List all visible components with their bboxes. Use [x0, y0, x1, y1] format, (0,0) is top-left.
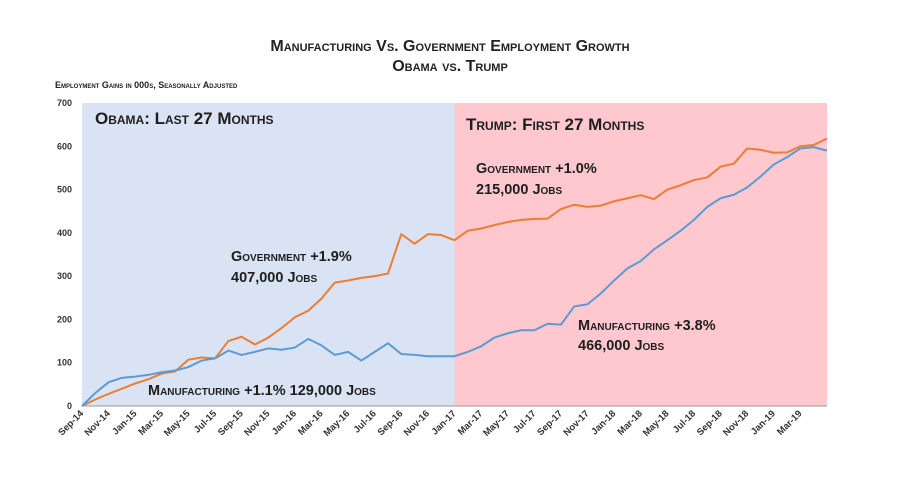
x-tick-label: Sep-17: [535, 408, 565, 438]
y-tick-label: 400: [57, 228, 72, 238]
chart-title: Manufacturing Vs. Government Employment …: [270, 38, 630, 55]
x-tick-label: Sep-15: [216, 408, 246, 438]
gov-obama-jobs: 407,000 Jobs: [231, 270, 318, 286]
gov-trump-annotation: Government +1.0%: [476, 161, 597, 177]
y-tick-label: 100: [57, 358, 72, 368]
obama-panel-label: Obama: Last 27 Months: [95, 109, 274, 128]
mfg-trump-jobs: 466,000 Jobs: [578, 338, 665, 354]
mfg-trump-annotation: Manufacturing +3.8%: [578, 318, 716, 334]
x-tick-label: May-16: [322, 408, 353, 439]
y-tick-label: 0: [67, 401, 72, 411]
x-tick-label: Jul-18: [671, 408, 698, 435]
x-tick-label: Nov-15: [242, 408, 273, 439]
manufacturing-series-line: [81, 146, 828, 407]
x-tick-label: Nov-16: [402, 408, 432, 438]
x-tick-label: Nov-17: [561, 408, 591, 438]
x-tick-label: Jan-18: [589, 408, 618, 437]
government-series-line: [81, 137, 828, 407]
gov-obama-annotation: Government +1.9%: [231, 249, 352, 265]
series-lines: [81, 137, 828, 407]
x-tick-label: Jul-15: [192, 408, 220, 436]
chart-subtitle: Obama vs. Trump: [392, 58, 508, 75]
y-tick-label: 700: [57, 98, 72, 108]
x-tick-label: Nov-14: [83, 408, 114, 439]
x-tick-label: Jan-16: [270, 408, 299, 437]
x-tick-label: May-18: [641, 408, 672, 439]
x-tick-label: Mar-19: [775, 408, 804, 437]
mfg-obama-annotation: Manufacturing +1.1% 129,000 Jobs: [148, 383, 376, 399]
x-tick-label: May-15: [162, 408, 193, 439]
x-tick-label: Mar-18: [615, 408, 644, 437]
gov-trump-jobs: 215,000 Jobs: [476, 182, 563, 198]
trump-panel-label: Trump: First 27 Months: [466, 115, 644, 134]
x-tick-label: Mar-17: [456, 408, 485, 437]
x-tick-label: Sep-16: [376, 408, 406, 438]
y-tick-label: 600: [57, 141, 72, 151]
x-tick-label: Nov-18: [721, 408, 751, 438]
unit-note: Employment Gains in 000s, Seasonally Adj…: [55, 80, 238, 90]
y-tick-label: 200: [57, 314, 72, 324]
x-tick-label: Jul-16: [352, 408, 379, 435]
x-tick-label: Mar-15: [137, 408, 167, 438]
y-axis-ticks: 0 100 200 300 400 500 600 700: [57, 98, 72, 411]
x-tick-label: Jul-17: [511, 408, 538, 435]
x-tick-label: Jan-19: [749, 408, 778, 437]
x-tick-label: Sep-14: [56, 408, 86, 438]
obama-panel: [82, 103, 455, 406]
y-tick-label: 500: [57, 185, 72, 195]
y-tick-label: 300: [57, 271, 72, 281]
x-tick-label: Jan-17: [430, 408, 459, 437]
x-tick-label: Mar-16: [296, 408, 325, 437]
x-tick-label: May-17: [481, 408, 512, 439]
trump-panel: [454, 103, 827, 406]
x-tick-label: Sep-18: [695, 408, 725, 438]
x-tick-label: Jan-15: [110, 408, 140, 438]
